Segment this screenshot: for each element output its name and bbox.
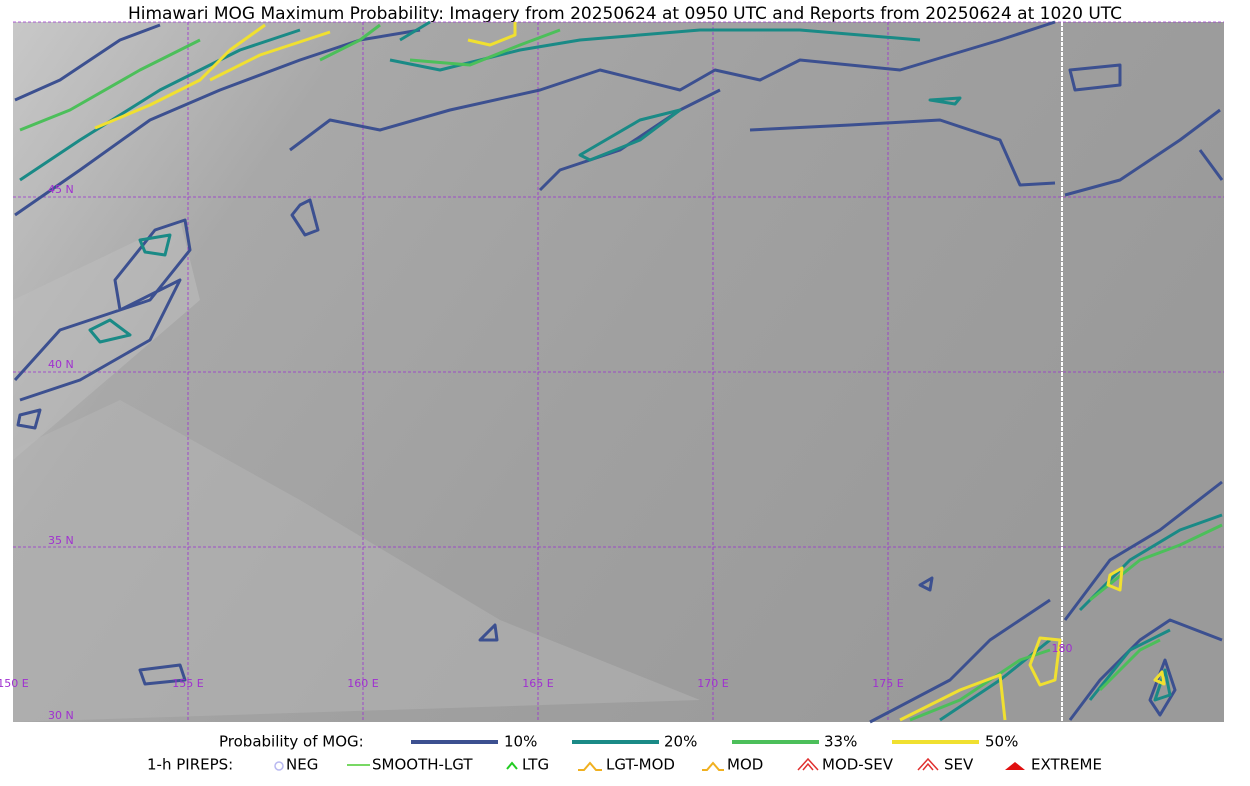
legend-label: 50% <box>985 733 1018 751</box>
lgt-mod-icon <box>578 761 602 771</box>
extreme-icon <box>1005 762 1025 770</box>
lon-label: 180 <box>1052 642 1073 655</box>
lon-label: 160 E <box>347 677 378 690</box>
title: Himawari MOG Maximum Probability: Imager… <box>128 4 1122 24</box>
legend-label: LGT-MOD <box>606 756 675 774</box>
lon-label: 175 E <box>872 677 903 690</box>
legend-label: EXTREME <box>1031 756 1102 774</box>
pireps-legend: 1-h PIREPS: NEG SMOOTH-LGT LTG LGT-MOD M… <box>147 756 1102 774</box>
mod-icon <box>702 761 724 771</box>
legend-title: 1-h PIREPS: <box>147 756 233 774</box>
cloud-band <box>13 400 700 722</box>
lat-label: 30 N <box>48 709 74 722</box>
latitude-labels: 45 N 40 N 35 N 30 N <box>48 183 74 722</box>
legend-label: NEG <box>286 756 318 774</box>
legend-label: LTG <box>522 756 549 774</box>
legend-label: MOD-SEV <box>822 756 894 774</box>
legend-label: 33% <box>824 733 857 751</box>
graticule <box>13 21 1224 722</box>
legend-label: 20% <box>664 733 697 751</box>
legend-label: SEV <box>944 756 974 774</box>
lat-label: 35 N <box>48 534 74 547</box>
legend-label: MOD <box>727 756 763 774</box>
lon-label: 165 E <box>522 677 553 690</box>
legend-label: 10% <box>504 733 537 751</box>
longitude-labels: 150 E 155 E 160 E 165 E 170 E 175 E 180 <box>0 642 1073 690</box>
contours <box>13 20 1224 724</box>
legend-label: SMOOTH-LGT <box>372 756 473 774</box>
ltg-icon <box>506 761 518 770</box>
probability-legend: Probability of MOG: 10% 20% 33% 50% <box>219 733 1018 751</box>
mod-sev-icon <box>797 757 819 771</box>
lat-label: 45 N <box>48 183 74 196</box>
sev-icon <box>917 757 939 771</box>
lon-label: 150 E <box>0 677 29 690</box>
lon-label: 170 E <box>697 677 728 690</box>
lon-label: 155 E <box>172 677 203 690</box>
neg-icon <box>274 761 284 771</box>
lat-label: 40 N <box>48 358 74 371</box>
legend-title: Probability of MOG: <box>219 733 364 751</box>
